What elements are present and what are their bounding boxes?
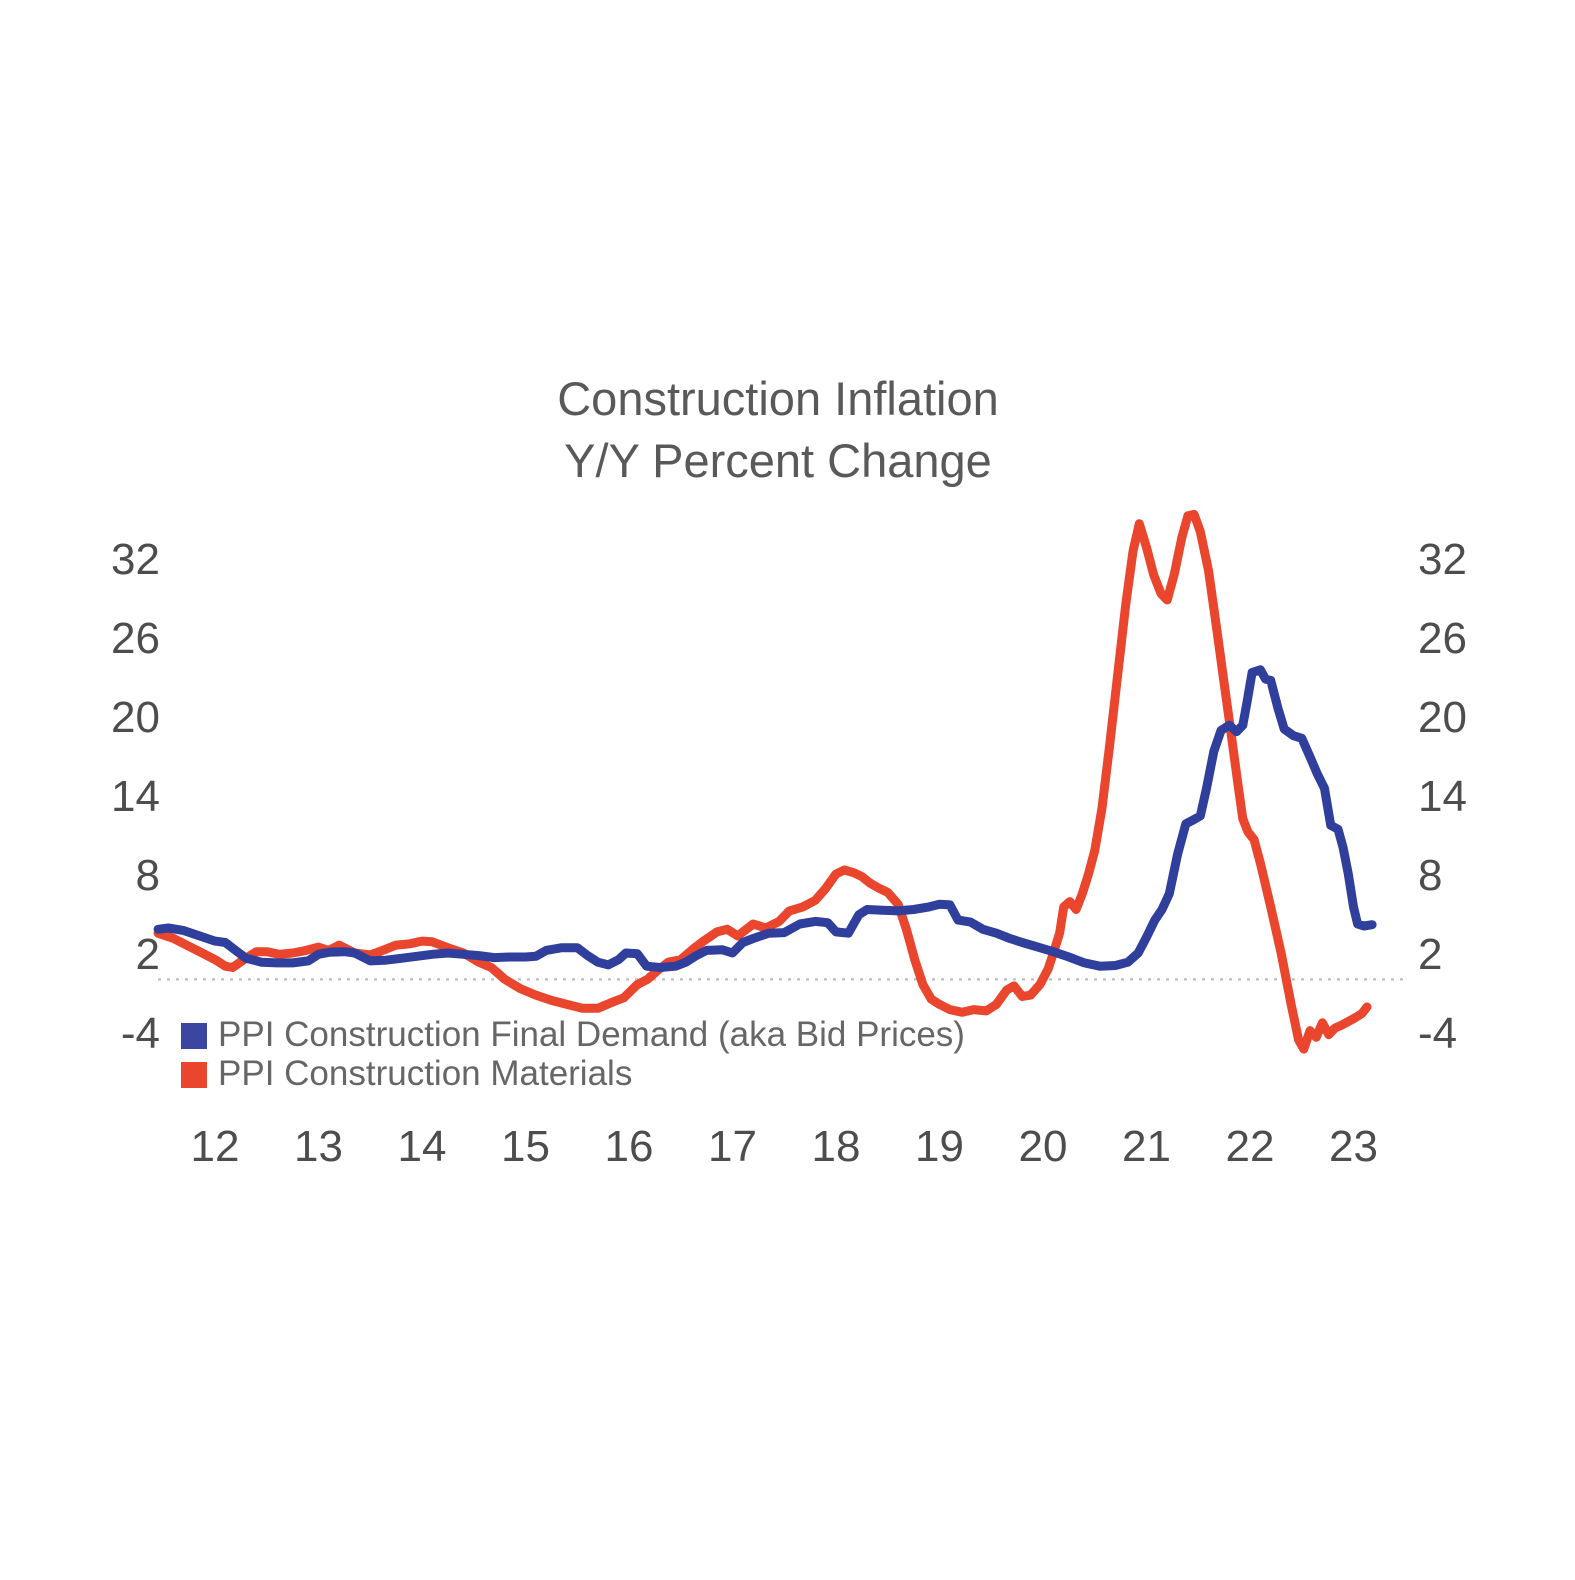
x-axis-tick-label: 16 xyxy=(605,1122,654,1171)
y-axis-tick-label-right: 8 xyxy=(1418,851,1442,900)
legend-label-materials: PPI Construction Materials xyxy=(218,1054,632,1093)
x-axis-tick-label: 23 xyxy=(1329,1122,1378,1171)
y-axis-tick-label-left: 2 xyxy=(136,930,160,979)
y-axis-tick-label-right: 32 xyxy=(1418,535,1467,584)
legend: PPI Construction Final Demand (aka Bid P… xyxy=(181,1015,965,1093)
y-axis-tick-label-left: 8 xyxy=(136,851,160,900)
y-axis-tick-label-left: 32 xyxy=(111,535,160,584)
x-axis-tick-label: 13 xyxy=(294,1122,343,1171)
x-axis-tick-label: 20 xyxy=(1019,1122,1068,1171)
y-axis-tick-label-right: 26 xyxy=(1418,614,1467,663)
x-axis-tick-label: 19 xyxy=(915,1122,964,1171)
series-line-final-demand xyxy=(153,665,1377,972)
y-axis-tick-label-right: 14 xyxy=(1418,772,1467,821)
x-axis-tick-label: 17 xyxy=(708,1122,757,1171)
x-axis-tick-label: 15 xyxy=(501,1122,550,1171)
y-axis-tick-label-right: 2 xyxy=(1418,930,1442,979)
y-axis-tick-label-left: -4 xyxy=(121,1009,160,1058)
y-axis-tick-label-right: -4 xyxy=(1418,1009,1457,1058)
y-axis-tick-label-left: 14 xyxy=(111,772,160,821)
legend-swatch-materials xyxy=(181,1062,207,1088)
x-axis-tick-label: 12 xyxy=(191,1122,240,1171)
series-line-materials xyxy=(153,509,1372,1054)
y-axis-tick-label-right: 20 xyxy=(1418,693,1467,742)
x-axis-tick-label: 14 xyxy=(398,1122,447,1171)
y-axis-tick-label-left: 26 xyxy=(111,614,160,663)
chart-title-line2: Y/Y Percent Change xyxy=(564,434,992,487)
chart-title-line1: Construction Inflation xyxy=(557,372,999,425)
legend-label-final-demand: PPI Construction Final Demand (aka Bid P… xyxy=(218,1015,965,1054)
x-axis-tick-label: 21 xyxy=(1122,1122,1171,1171)
legend-swatch-final-demand xyxy=(181,1023,207,1049)
x-axis-tick-label: 18 xyxy=(812,1122,861,1171)
x-axis-tick-label: 22 xyxy=(1226,1122,1275,1171)
y-axis-tick-label-left: 20 xyxy=(111,693,160,742)
